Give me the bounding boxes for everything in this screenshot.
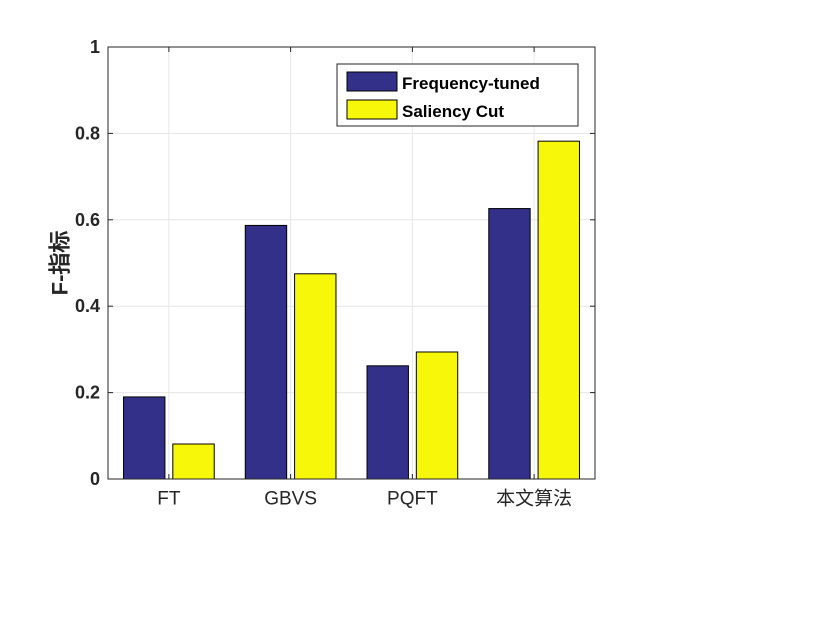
y-tick-label: 0.2 — [75, 383, 100, 403]
plot-frame — [107, 46, 596, 480]
bar-frequency-tuned-1 — [244, 224, 288, 480]
bar-saliency-cut-0 — [172, 443, 215, 480]
x-tick-label: 本文算法 — [496, 488, 572, 510]
bar-saliency-cut-3 — [537, 140, 580, 480]
legend-swatch-frequency-tuned — [346, 71, 398, 92]
legend-label-frequency-tuned: Frequency-tuned — [402, 74, 540, 93]
y-tick-label: 0.8 — [75, 123, 100, 143]
y-tick-label: 0 — [90, 469, 100, 489]
y-tick-label: 0.4 — [75, 296, 100, 316]
y-tick-label: 0.6 — [75, 210, 100, 230]
axis-ticks: 0 0.2 0.4 0.6 0.8 1 FT GBVS PQFT 本文算法 — [75, 37, 595, 510]
bar-frequency-tuned-2 — [366, 365, 409, 480]
x-tick-label: FT — [157, 489, 181, 510]
bars — [123, 140, 580, 480]
y-tick-label: 1 — [90, 37, 100, 57]
legend-swatch-saliency-cut — [346, 99, 398, 120]
x-tick-label: PQFT — [387, 489, 438, 510]
bar-saliency-cut-2 — [415, 351, 459, 480]
legend: Frequency-tuned Saliency Cut — [336, 63, 579, 127]
bar-frequency-tuned-0 — [123, 396, 166, 480]
bar-frequency-tuned-3 — [488, 208, 531, 480]
legend-label-saliency-cut: Saliency Cut — [402, 102, 504, 121]
x-tick-label: GBVS — [264, 489, 317, 510]
y-axis-label: F-指标 — [48, 231, 73, 296]
bar-saliency-cut-1 — [294, 273, 337, 480]
